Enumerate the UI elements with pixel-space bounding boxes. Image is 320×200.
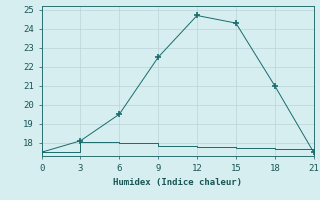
X-axis label: Humidex (Indice chaleur): Humidex (Indice chaleur) <box>113 178 242 187</box>
